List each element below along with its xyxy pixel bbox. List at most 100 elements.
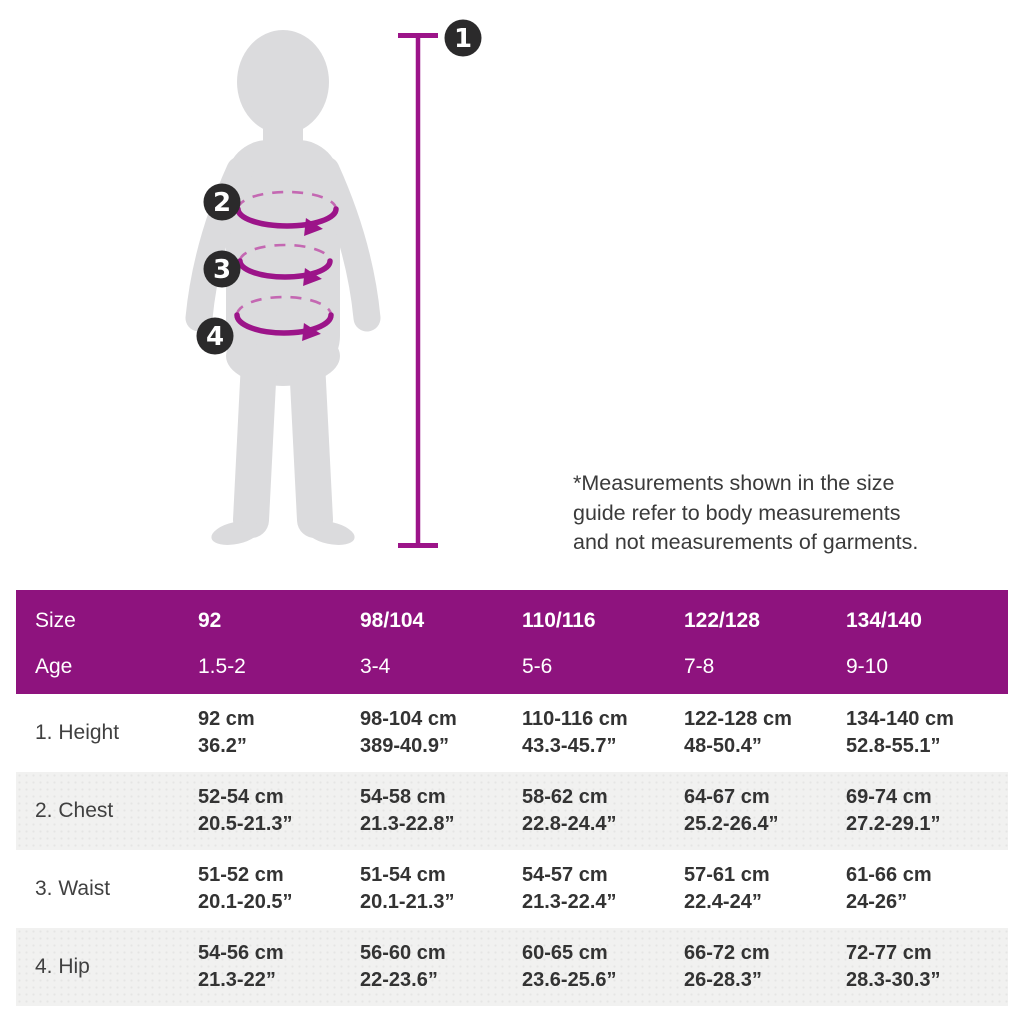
age-header-label: Age: [35, 655, 73, 678]
row-label: 4. Hip: [35, 955, 90, 978]
size-value: 110/116: [522, 609, 596, 632]
silhouette-right-foot: [305, 521, 355, 545]
silhouette-left-foot: [211, 521, 261, 545]
table-row-chest: 2. Chest 52-54 cm 20.5-21.3” 54-58 cm 21…: [16, 772, 1008, 850]
table-cell: 92 cm 36.2”: [198, 706, 360, 760]
cell-inches: 24-26”: [846, 891, 908, 913]
size-table-header: Size 92 98/104 110/116 122/128 134/140 A…: [16, 590, 1008, 694]
size-table: Size 92 98/104 110/116 122/128 134/140 A…: [16, 590, 1008, 1006]
table-cell: 64-67 cm 25.2-26.4”: [684, 784, 846, 838]
child-silhouette: [185, 30, 381, 545]
table-cell: 54-57 cm 21.3-22.4”: [522, 862, 684, 916]
cell-cm: 110-116 cm: [522, 708, 628, 730]
cell-inches: 21.3-22”: [198, 969, 276, 991]
table-cell: 98-104 cm 389-40.9”: [360, 706, 522, 760]
badge-1-number: 1: [454, 24, 472, 54]
row-label: 1. Height: [35, 721, 120, 744]
cell-inches: 36.2”: [198, 735, 247, 757]
cell-inches: 20.1-21.3”: [360, 891, 455, 913]
cell-inches: 48-50.4”: [684, 735, 762, 757]
cell-cm: 64-67 cm: [684, 786, 770, 808]
cell-inches: 26-28.3”: [684, 969, 762, 991]
table-cell: 51-54 cm 20.1-21.3”: [360, 862, 522, 916]
waist-measure-band: [237, 243, 333, 286]
cell-cm: 69-74 cm: [846, 786, 932, 808]
cell-cm: 122-128 cm: [684, 708, 792, 730]
table-cell: 69-74 cm 27.2-29.1”: [846, 784, 1008, 838]
cell-inches: 21.3-22.4”: [522, 891, 617, 913]
cell-cm: 58-62 cm: [522, 786, 608, 808]
badge-1-circle: [444, 19, 482, 57]
cell-inches: 43.3-45.7”: [522, 735, 617, 757]
badge-3: 3: [203, 250, 241, 288]
table-row-height: 1. Height 92 cm 36.2” 98-104 cm 389-40.9…: [16, 694, 1008, 772]
table-cell: 54-56 cm 21.3-22”: [198, 940, 360, 994]
hip-band-dashed-arc: [235, 295, 333, 316]
badge-2: 2: [203, 183, 241, 221]
table-row-hip: 4. Hip 54-56 cm 21.3-22” 56-60 cm 22-23.…: [16, 928, 1008, 1006]
size-header-label: Size: [35, 609, 76, 632]
badge-2-number: 2: [213, 188, 231, 218]
table-cell: 54-58 cm 21.3-22.8”: [360, 784, 522, 838]
table-cell: 134-140 cm 52.8-55.1”: [846, 706, 1008, 760]
table-cell: 57-61 cm 22.4-24”: [684, 862, 846, 916]
cell-inches: 389-40.9”: [360, 735, 449, 757]
hip-measure-band: [234, 295, 334, 341]
badge-3-circle: [203, 250, 241, 288]
cell-inches: 27.2-29.1”: [846, 813, 941, 835]
cell-inches: 28.3-30.3”: [846, 969, 941, 991]
age-value: 3-4: [360, 655, 391, 678]
table-cell: 66-72 cm 26-28.3”: [684, 940, 846, 994]
age-value: 1.5-2: [198, 655, 246, 678]
table-cell: 52-54 cm 20.5-21.3”: [198, 784, 360, 838]
size-value: 92: [198, 609, 222, 632]
note-line-2: guide refer to body measurements: [573, 500, 901, 525]
silhouette-head: [237, 30, 329, 134]
cell-inches: 20.1-20.5”: [198, 891, 293, 913]
silhouette-left-leg: [233, 344, 277, 538]
age-value: 9-10: [846, 655, 889, 678]
cell-inches: 21.3-22.8”: [360, 813, 455, 835]
size-value: 134/140: [846, 609, 922, 632]
table-cell: 60-65 cm 23.6-25.6”: [522, 940, 684, 994]
cell-inches: 22.8-24.4”: [522, 813, 617, 835]
waist-band-solid-arc: [237, 258, 333, 280]
cell-inches: 20.5-21.3”: [198, 813, 293, 835]
cell-cm: 57-61 cm: [684, 864, 770, 886]
cell-cm: 72-77 cm: [846, 942, 932, 964]
table-cell: 110-116 cm 43.3-45.7”: [522, 706, 684, 760]
cell-inches: 22.4-24”: [684, 891, 762, 913]
cell-cm: 134-140 cm: [846, 708, 954, 730]
hip-band-solid-arc: [234, 312, 334, 336]
table-cell: 61-66 cm 24-26”: [846, 862, 1008, 916]
age-value: 5-6: [522, 655, 553, 678]
waist-band-arrowhead: [303, 268, 322, 286]
age-value: 7-8: [684, 655, 715, 678]
cell-inches: 22-23.6”: [360, 969, 438, 991]
size-value: 98/104: [360, 609, 425, 632]
cell-cm: 51-54 cm: [360, 864, 446, 886]
silhouette-torso: [226, 140, 340, 378]
note-line-3: and not measurements of garments.: [573, 530, 919, 554]
badge-4-circle: [196, 317, 234, 355]
cell-cm: 54-58 cm: [360, 786, 446, 808]
height-measure-line: [398, 33, 438, 548]
measurement-note: *Measurements shown in the size guide re…: [573, 469, 943, 558]
silhouette-right-arm: [312, 156, 381, 332]
row-label: 3. Waist: [35, 877, 111, 900]
table-cell: 56-60 cm 22-23.6”: [360, 940, 522, 994]
table-row-waist: 3. Waist 51-52 cm 20.1-20.5” 51-54 cm 20…: [16, 850, 1008, 928]
badge-1: 1: [444, 19, 482, 57]
chest-band-arrowhead: [304, 218, 323, 236]
cell-inches: 25.2-26.4”: [684, 813, 779, 835]
cell-inches: 23.6-25.6”: [522, 969, 617, 991]
cell-cm: 54-57 cm: [522, 864, 608, 886]
size-header-row: Size 92 98/104 110/116 122/128 134/140: [35, 598, 1008, 644]
cell-cm: 98-104 cm: [360, 708, 457, 730]
cell-cm: 66-72 cm: [684, 942, 770, 964]
chest-measure-band: [235, 190, 339, 236]
cell-cm: 54-56 cm: [198, 942, 284, 964]
chest-band-dashed-arc: [236, 190, 338, 210]
silhouette-right-leg: [289, 344, 333, 538]
